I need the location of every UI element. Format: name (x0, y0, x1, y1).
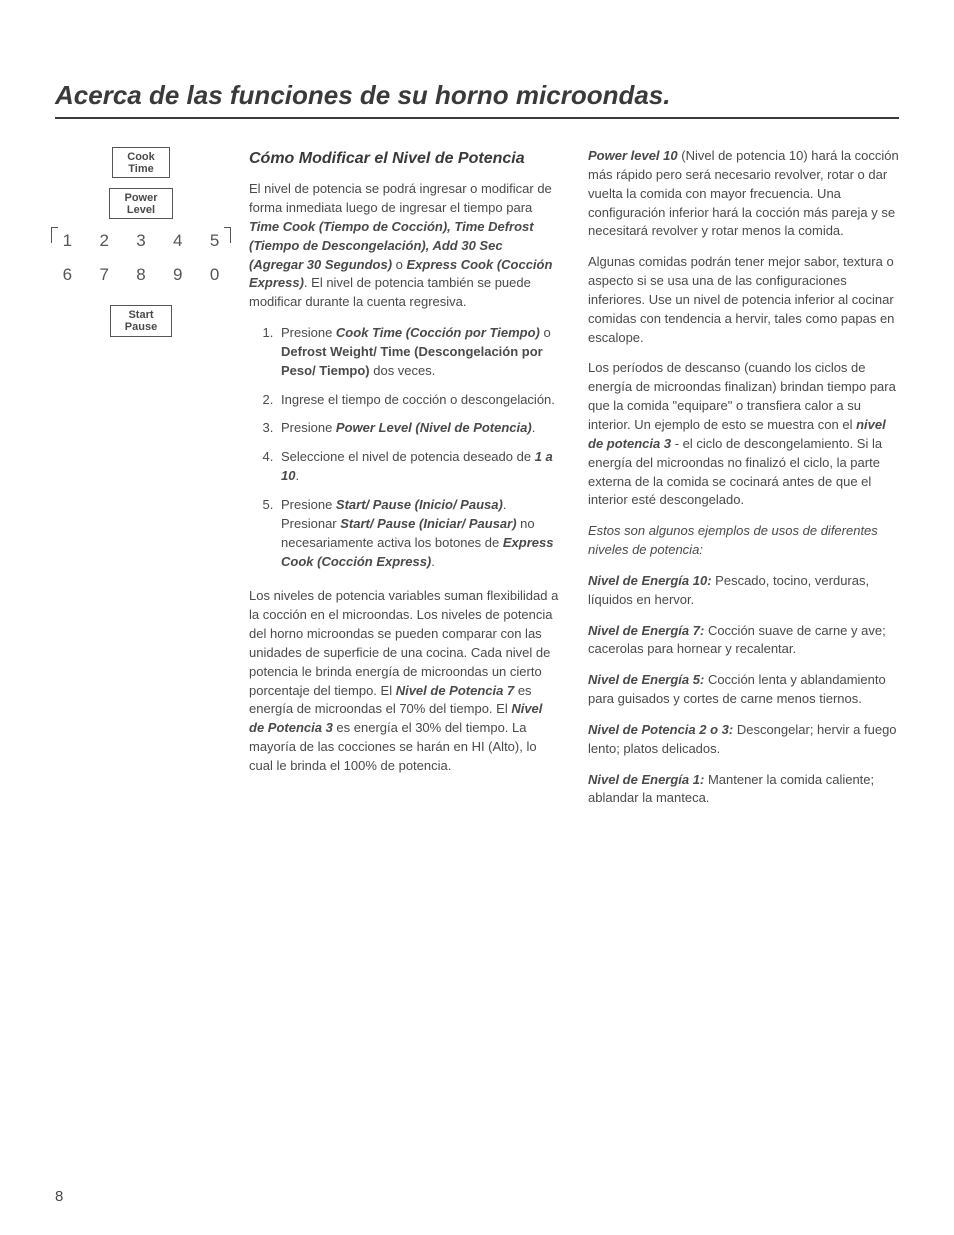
page-title: Acerca de las funciones de su horno micr… (55, 80, 899, 119)
level-item: Nivel de Energía 7: Cocción suave de car… (588, 622, 899, 660)
body-paragraph: Estos son algunos ejemplos de usos de di… (588, 522, 899, 560)
num-key[interactable]: 9 (165, 265, 190, 285)
level-item: Nivel de Energía 10: Pescado, tocino, ve… (588, 572, 899, 610)
num-key[interactable]: 3 (129, 231, 154, 251)
content-row: Cook Time Power Level 1 2 3 4 5 6 7 8 9 … (55, 147, 899, 808)
level-item: Nivel de Potencia 2 o 3: Descongelar; he… (588, 721, 899, 759)
steps-list: Presione Cook Time (Cocción por Tiempo) … (249, 324, 560, 571)
body-paragraph: Power level 10 (Nivel de potencia 10) ha… (588, 147, 899, 241)
level-item: Nivel de Energía 5: Cocción lenta y abla… (588, 671, 899, 709)
start-pause-button[interactable]: Start Pause (110, 305, 172, 336)
num-key[interactable]: 1 (55, 231, 80, 251)
body-paragraph: Los niveles de potencia variables suman … (249, 587, 560, 775)
num-key[interactable]: 4 (165, 231, 190, 251)
intro-paragraph: El nivel de potencia se podrá ingresar o… (249, 180, 560, 312)
power-level-button[interactable]: Power Level (109, 188, 172, 219)
num-key[interactable]: 8 (129, 265, 154, 285)
page-number: 8 (55, 1188, 63, 1205)
step-item: Presione Power Level (Nivel de Potencia)… (277, 419, 560, 438)
num-key[interactable]: 0 (202, 265, 227, 285)
num-key[interactable]: 2 (92, 231, 117, 251)
keypad-panel: Cook Time Power Level 1 2 3 4 5 6 7 8 9 … (55, 147, 227, 808)
step-item: Presione Start/ Pause (Inicio/ Pausa). P… (277, 496, 560, 571)
step-item: Seleccione el nivel de potencia deseado … (277, 448, 560, 486)
num-key[interactable]: 6 (55, 265, 80, 285)
body-paragraph: Los períodos de descanso (cuando los cic… (588, 359, 899, 510)
step-item: Ingrese el tiempo de cocción o descongel… (277, 391, 560, 410)
num-key[interactable]: 7 (92, 265, 117, 285)
number-pad: 1 2 3 4 5 6 7 8 9 0 (55, 229, 227, 287)
cook-time-button[interactable]: Cook Time (112, 147, 170, 178)
body-text: Cómo Modificar el Nivel de Potencia El n… (249, 147, 899, 808)
section-title: Cómo Modificar el Nivel de Potencia (249, 147, 560, 170)
level-item: Nivel de Energía 1: Mantener la comida c… (588, 771, 899, 809)
step-item: Presione Cook Time (Cocción por Tiempo) … (277, 324, 560, 381)
body-paragraph: Algunas comidas podrán tener mejor sabor… (588, 253, 899, 347)
